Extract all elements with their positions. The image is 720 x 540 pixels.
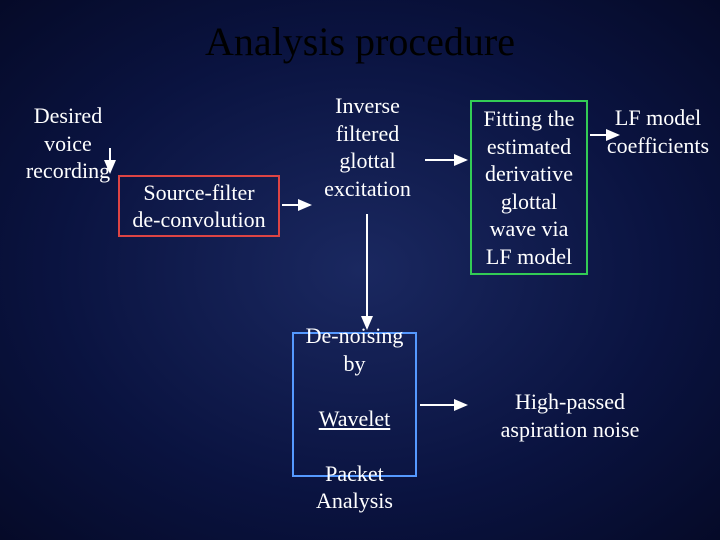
output-bottom-label: High-passed aspiration noise	[470, 388, 670, 443]
input-label: Desired voice recording	[18, 102, 118, 185]
denoising-wavelet-link[interactable]: Wavelet	[319, 406, 391, 431]
box-source-filter: Source-filter de-convolution	[118, 175, 280, 237]
intermediate-label: Inverse filtered glottal excitation	[310, 92, 425, 202]
slide-title: Analysis procedure	[0, 0, 720, 65]
output-top-label: LF model coefficients	[598, 104, 718, 159]
denoising-text-1: De-noising by	[306, 323, 404, 376]
box-denoising: De-noising by Wavelet Packet Analysis	[292, 332, 417, 477]
denoising-text-2: Packet Analysis	[316, 461, 393, 514]
box-fitting: Fitting the estimated derivative glottal…	[470, 100, 588, 275]
